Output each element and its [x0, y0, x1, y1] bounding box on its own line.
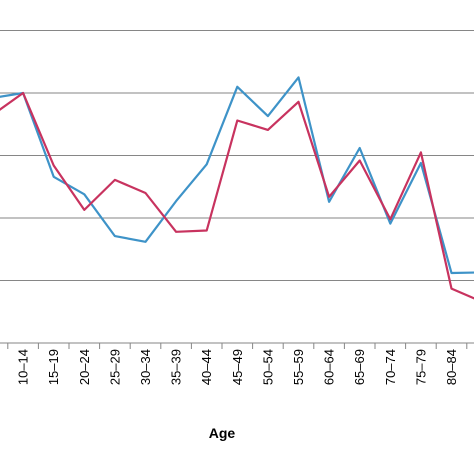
x-tick-labels: 5–910–1415–1920–2425–2930–3435–3940–4445… [16, 349, 459, 385]
x-axis-title: Age [209, 425, 236, 441]
series-lines [0, 76, 474, 300]
series-line-1 [0, 76, 474, 275]
x-tick-label: 15–19 [46, 349, 61, 385]
x-tick-label: 50–54 [260, 349, 275, 385]
x-tick-label: 80–84 [444, 349, 459, 385]
x-tick-label: 30–34 [138, 349, 153, 385]
x-tick-label: 45–49 [230, 349, 245, 385]
gridlines [0, 30, 474, 281]
x-tick-label: 10–14 [16, 349, 31, 385]
x-tick-label: 20–24 [77, 349, 92, 385]
x-axis-ticks [7, 343, 468, 349]
series-line-2 [0, 91, 474, 300]
x-tick-label: 25–29 [107, 349, 122, 385]
x-tick-label: 65–69 [352, 349, 367, 385]
x-tick-label: 75–79 [413, 349, 428, 385]
x-tick-label: 40–44 [199, 349, 214, 385]
x-tick-label: 60–64 [322, 349, 337, 385]
x-tick-label: 35–39 [169, 349, 184, 385]
x-tick-label: 70–74 [383, 349, 398, 385]
x-tick-label: 55–59 [291, 349, 306, 385]
